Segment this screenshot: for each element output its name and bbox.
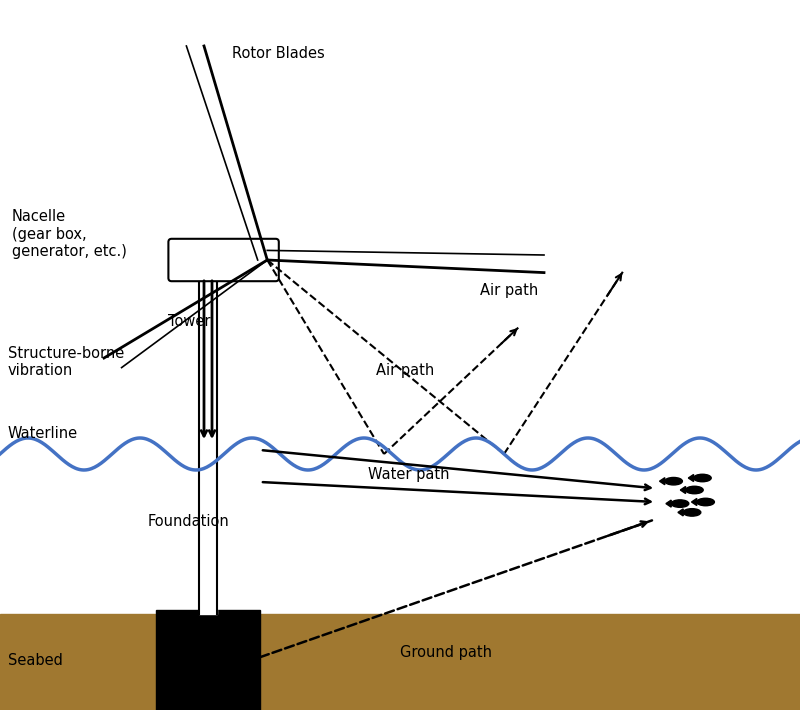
Polygon shape bbox=[659, 478, 665, 485]
Text: Rotor Blades: Rotor Blades bbox=[232, 46, 325, 62]
Text: Ground path: Ground path bbox=[400, 645, 492, 660]
Ellipse shape bbox=[671, 500, 689, 508]
Bar bbox=[199, 278, 217, 614]
Text: Air path: Air path bbox=[480, 283, 538, 297]
Polygon shape bbox=[666, 500, 671, 507]
Bar bbox=[156, 610, 260, 710]
FancyBboxPatch shape bbox=[169, 239, 279, 281]
Polygon shape bbox=[680, 486, 686, 493]
Ellipse shape bbox=[697, 498, 714, 506]
Ellipse shape bbox=[683, 508, 701, 516]
Text: Nacelle
(gear box,
generator, etc.): Nacelle (gear box, generator, etc.) bbox=[12, 209, 127, 259]
Text: Structure-borne
vibration: Structure-borne vibration bbox=[8, 346, 124, 378]
Bar bbox=[0, 614, 800, 710]
Polygon shape bbox=[688, 474, 694, 481]
Polygon shape bbox=[691, 498, 697, 506]
Ellipse shape bbox=[686, 486, 703, 493]
Ellipse shape bbox=[694, 474, 711, 482]
Text: Seabed: Seabed bbox=[8, 653, 63, 668]
Text: Foundation: Foundation bbox=[148, 515, 230, 530]
Text: Air path: Air path bbox=[376, 363, 434, 378]
Text: Water path: Water path bbox=[368, 466, 450, 481]
Ellipse shape bbox=[665, 477, 682, 485]
Polygon shape bbox=[678, 509, 683, 516]
Text: Tower: Tower bbox=[168, 315, 210, 329]
Text: Waterline: Waterline bbox=[8, 427, 78, 442]
